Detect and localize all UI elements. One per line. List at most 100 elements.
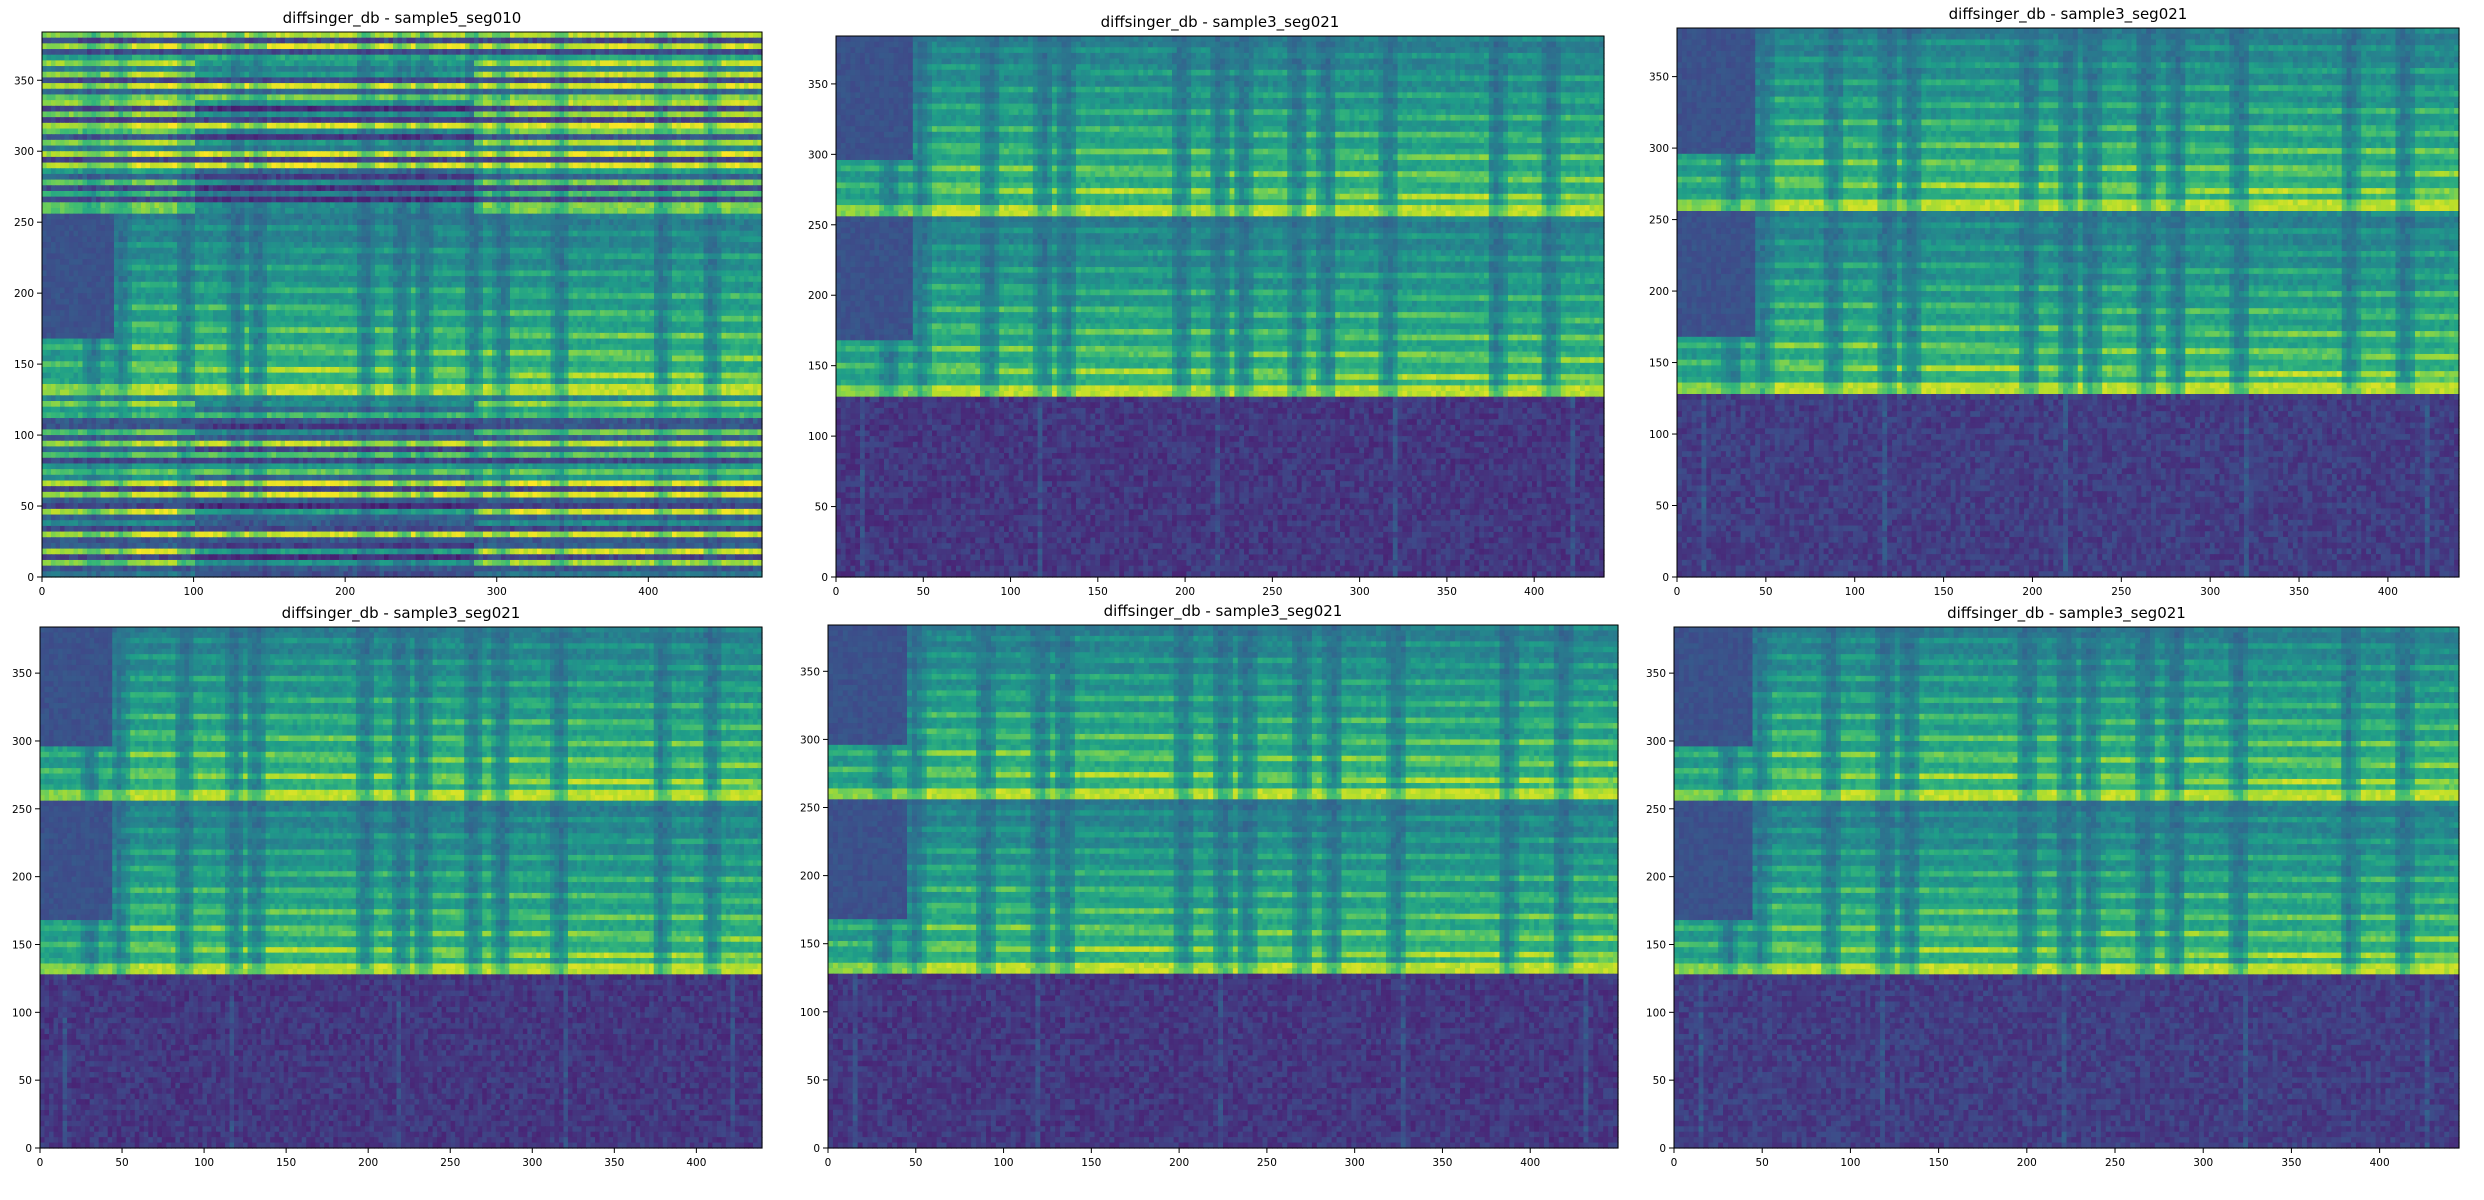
x-tick-label: 400 [2378, 586, 2398, 598]
x-tick-label: 400 [1524, 586, 1544, 598]
panel-3: diffsinger_db - sample3_seg021 0 50 100 150 2… [1649, 5, 2460, 598]
x-tick-label: 0 [37, 1157, 44, 1169]
x-tick-label: 50 [1756, 1157, 1769, 1169]
x-tick-label: 350 [604, 1157, 624, 1169]
x-tick-label: 200 [358, 1157, 378, 1169]
y-tick-label: 100 [14, 430, 34, 442]
y-tick-label: 50 [807, 1075, 820, 1087]
y-tick-label: 0 [813, 1143, 820, 1155]
heatmap-cells [1677, 28, 2460, 578]
x-tick-label: 400 [638, 586, 658, 598]
x-tick-label: 350 [1437, 586, 1457, 598]
y-tick-label: 250 [12, 804, 32, 816]
x-tick-label: 200 [335, 586, 355, 598]
x-tick-label: 0 [1671, 1157, 1678, 1169]
x-tick-label: 50 [917, 586, 930, 598]
y-tick-label: 250 [14, 217, 34, 229]
x-tick-label: 200 [2022, 586, 2042, 598]
x-tick-label: 200 [1175, 586, 1195, 598]
x-tick-label: 300 [2193, 1157, 2213, 1169]
y-tick-label: 150 [808, 361, 828, 373]
x-tick-label: 400 [1520, 1157, 1540, 1169]
x-tick-label: 350 [1432, 1157, 1452, 1169]
y-tick-label: 350 [808, 79, 828, 91]
y-tick-label: 200 [808, 290, 828, 302]
y-tick-label: 0 [821, 572, 828, 584]
y-tick-label: 350 [14, 75, 34, 87]
y-tick-label: 250 [808, 220, 828, 232]
x-tick-label: 100 [1845, 586, 1865, 598]
y-tick-label: 100 [800, 1007, 820, 1019]
x-tick-label: 200 [2017, 1157, 2037, 1169]
x-tick-label: 350 [2289, 586, 2309, 598]
y-tick-label: 200 [14, 288, 34, 300]
panel-title: diffsinger_db - sample3_seg021 [1949, 5, 2188, 24]
x-tick-label: 100 [994, 1157, 1014, 1169]
panel-title: diffsinger_db - sample5_seg010 [283, 9, 522, 28]
y-tick-label: 100 [1649, 429, 1669, 441]
y-tick-label: 50 [21, 501, 34, 513]
y-tick-label: 100 [808, 431, 828, 443]
y-tick-label: 100 [12, 1007, 32, 1019]
y-tick-label: 50 [19, 1075, 32, 1087]
y-tick-label: 200 [1646, 872, 1666, 884]
y-tick-label: 350 [1649, 72, 1669, 84]
heatmap-cells [42, 32, 763, 578]
y-tick-label: 350 [1646, 668, 1666, 680]
x-tick-label: 50 [1759, 586, 1772, 598]
x-tick-label: 250 [1262, 586, 1282, 598]
x-tick-label: 0 [825, 1157, 832, 1169]
y-tick-label: 150 [14, 359, 34, 371]
y-tick-label: 150 [800, 939, 820, 951]
y-tick-label: 150 [12, 939, 32, 951]
x-tick-label: 300 [1350, 586, 1370, 598]
y-tick-label: 150 [1646, 939, 1666, 951]
x-tick-label: 250 [2105, 1157, 2125, 1169]
x-tick-label: 300 [522, 1157, 542, 1169]
x-tick-label: 100 [1001, 586, 1021, 598]
x-tick-label: 400 [686, 1157, 706, 1169]
y-tick-label: 250 [800, 803, 820, 815]
heatmap-cells [1674, 627, 2460, 1149]
y-tick-label: 50 [1656, 501, 1669, 513]
heatmap-cells [836, 36, 1605, 578]
y-tick-label: 300 [800, 734, 820, 746]
y-tick-label: 300 [12, 736, 32, 748]
x-tick-label: 100 [1840, 1157, 1860, 1169]
x-tick-label: 250 [440, 1157, 460, 1169]
panel-5: diffsinger_db - sample3_seg021 0 50 100 150 2… [800, 602, 1619, 1169]
panel-title: diffsinger_db - sample3_seg021 [1101, 13, 1340, 32]
heatmap-cells [40, 627, 763, 1149]
x-tick-label: 100 [194, 1157, 214, 1169]
x-tick-label: 150 [276, 1157, 296, 1169]
y-tick-label: 350 [12, 668, 32, 680]
heatmap-cells [828, 625, 1619, 1149]
x-tick-label: 200 [1169, 1157, 1189, 1169]
x-tick-label: 300 [2200, 586, 2220, 598]
y-tick-label: 0 [27, 572, 34, 584]
x-tick-label: 150 [1081, 1157, 1101, 1169]
x-tick-label: 300 [487, 586, 507, 598]
x-tick-label: 150 [1929, 1157, 1949, 1169]
y-tick-label: 0 [1662, 572, 1669, 584]
y-tick-label: 250 [1649, 215, 1669, 227]
x-tick-label: 400 [2370, 1157, 2390, 1169]
x-tick-label: 350 [2281, 1157, 2301, 1169]
panel-1: diffsinger_db - sample5_seg010 0 100 200 300… [14, 9, 763, 598]
y-tick-label: 200 [12, 872, 32, 884]
y-tick-label: 200 [800, 871, 820, 883]
x-tick-label: 0 [1674, 586, 1681, 598]
y-tick-label: 300 [808, 149, 828, 161]
x-tick-label: 250 [1257, 1157, 1277, 1169]
y-tick-label: 0 [1659, 1143, 1666, 1155]
y-tick-label: 300 [14, 146, 34, 158]
y-tick-label: 200 [1649, 286, 1669, 298]
y-tick-label: 300 [1649, 143, 1669, 155]
y-tick-label: 350 [800, 666, 820, 678]
x-tick-label: 150 [1934, 586, 1954, 598]
panel-title: diffsinger_db - sample3_seg021 [1104, 602, 1343, 621]
y-tick-label: 0 [25, 1143, 32, 1155]
